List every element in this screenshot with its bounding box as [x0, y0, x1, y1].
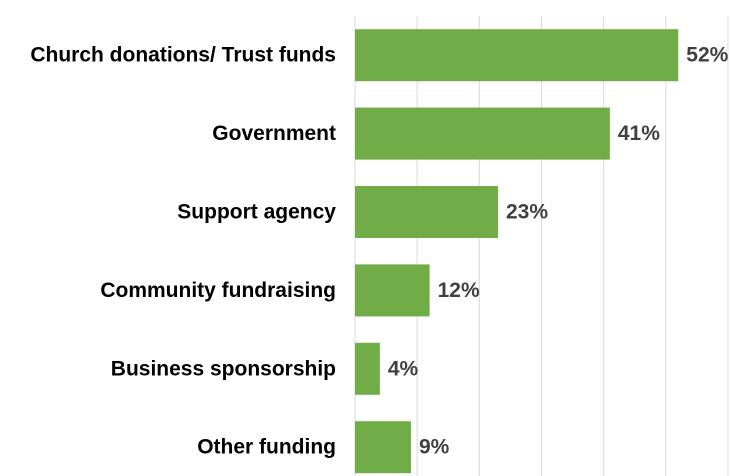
bar: [355, 186, 498, 238]
gridlines: [416, 16, 729, 476]
category-label: Business sponsorship: [111, 357, 336, 380]
category-label: Support agency: [177, 201, 336, 224]
data-label: 9%: [419, 436, 450, 459]
value-labels: 52% 41% 23% 12% 4% 9%: [388, 44, 729, 459]
category-label: Church donations/ Trust funds: [30, 44, 336, 67]
category-labels: Church donations/ Trust funds Government S…: [30, 44, 336, 459]
category-label: Community fundraising: [100, 279, 336, 302]
bar: [355, 107, 610, 160]
bars: [355, 29, 679, 474]
data-label: 4%: [388, 357, 419, 380]
data-label: 41%: [618, 122, 660, 145]
data-label: 23%: [506, 201, 548, 224]
bar: [355, 421, 411, 474]
data-label: 52%: [686, 44, 728, 67]
data-label: 12%: [438, 279, 480, 302]
category-label: Other funding: [197, 436, 336, 459]
bar: [355, 264, 430, 317]
bar: [355, 342, 380, 395]
bar: [355, 29, 679, 82]
category-label: Government: [212, 122, 336, 145]
